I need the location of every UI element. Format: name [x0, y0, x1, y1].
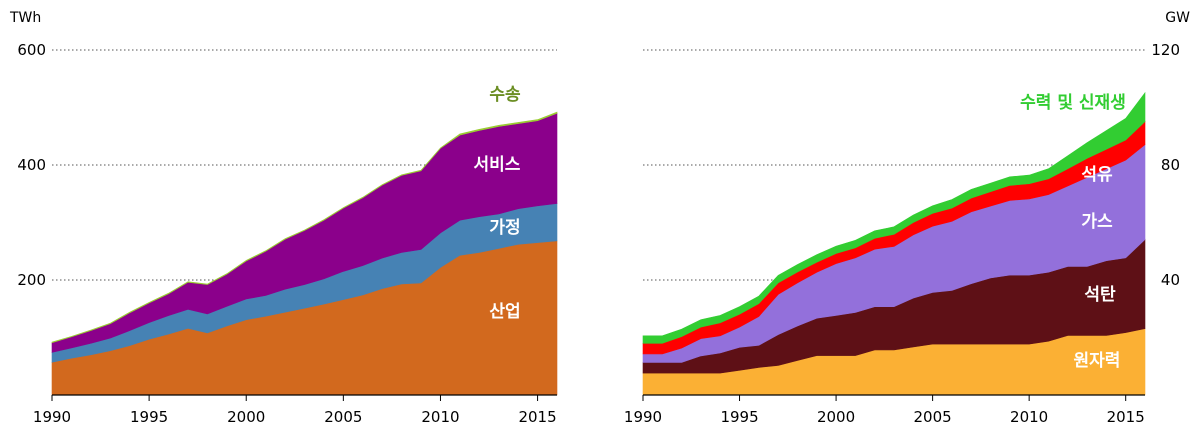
y-tick-label: 80 — [1161, 156, 1180, 174]
x-tick-label: 2015 — [1107, 408, 1145, 426]
x-tick-label: 1995 — [720, 408, 758, 426]
x-tick-label: 1990 — [33, 408, 71, 426]
series-label-원자력: 원자력 — [1074, 351, 1121, 371]
series-label-수력-및-신재생: 수력 및 신재생 — [1020, 93, 1126, 113]
series-label-가정: 가정 — [489, 218, 520, 238]
area-series-수송 — [51, 111, 558, 344]
chart-panel-2: 40 80 120 GW 1990 1995 2000 2005 2010 2015 수력 및 신재… — [624, 10, 1190, 426]
y-tick-label: 400 — [17, 156, 46, 174]
y-tick-label: 40 — [1161, 271, 1180, 289]
chart-panel-1: 200 400 600 TWh 1990 1995 2000 2005 2010 2015 수송서비… — [9, 10, 558, 426]
series-label-수송: 수송 — [489, 85, 521, 105]
x-tick-label: 2000 — [817, 408, 855, 426]
series-label-가스: 가스 — [1081, 212, 1113, 232]
x-tick-label: 2005 — [324, 408, 362, 426]
x-tick-label: 2000 — [227, 408, 265, 426]
y-tick-label: 600 — [17, 41, 46, 59]
x-tick-label: 1995 — [130, 408, 168, 426]
x-tick-label: 2010 — [1010, 408, 1048, 426]
y-tick-label: 120 — [1151, 41, 1180, 59]
series-label-석유: 석유 — [1081, 165, 1113, 185]
series-label-산업: 산업 — [489, 302, 520, 322]
y-tick-label: 200 — [17, 271, 46, 289]
y-unit-label: GW — [1165, 10, 1190, 26]
series-label-서비스: 서비스 — [474, 155, 521, 175]
y-unit-label: TWh — [9, 10, 41, 26]
series-label-석탄: 석탄 — [1084, 285, 1116, 305]
x-tick-label: 2005 — [914, 408, 952, 426]
area-series-수력-및-신재생 — [642, 91, 1146, 344]
x-tick-label: 2010 — [421, 408, 459, 426]
x-tick-label: 1990 — [624, 408, 662, 426]
x-tick-label: 2015 — [518, 408, 556, 426]
